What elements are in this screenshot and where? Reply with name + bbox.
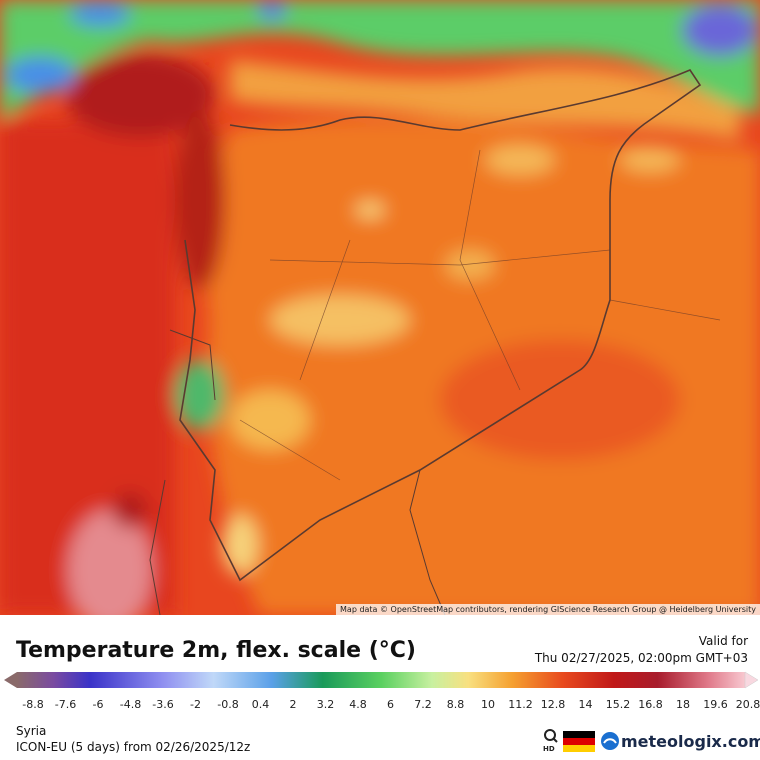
colorbar-tick-label: 11.2 (508, 698, 533, 711)
colorbar-tick-label: 7.2 (414, 698, 432, 711)
colorbar-tick-label: 12.8 (541, 698, 566, 711)
colorbar: -8.8 -7.6 -6 -4.8 -3.6 -2 -0.8 0.4 2 3.2 4.8 6 7.2 8.… (4, 671, 760, 711)
brand-name[interactable]: meteologix.com (621, 732, 760, 751)
legend-title: Temperature 2m, flex. scale (°C) (16, 638, 416, 663)
colorbar-tick-label: 14 (579, 698, 593, 711)
valid-label: Valid for (698, 634, 748, 648)
colorbar-tick-label: 10 (481, 698, 495, 711)
valid-block: Valid for Thu 02/27/2025, 02:00pm GMT+03 (535, 634, 748, 665)
colorbar-tick-label: -2 (190, 698, 201, 711)
colorbar-tick-label: -6 (93, 698, 104, 711)
colorbar-tick-label: -3.6 (152, 698, 173, 711)
attribution: Map data © OpenStreetMap contributors, r… (340, 605, 756, 614)
colorbar-tick-label: 4.8 (349, 698, 367, 711)
model-run: ICON-EU (5 days) from 02/26/2025/12z (16, 740, 251, 754)
map: Map data © OpenStreetMap contributors, r… (0, 0, 760, 615)
colorbar-max-arrow (744, 671, 759, 689)
colorbar-tick-label: 16.8 (638, 698, 663, 711)
colorbar-tick-label: 15.2 (606, 698, 631, 711)
colorbar-tick-label: -0.8 (217, 698, 238, 711)
region: Syria (16, 724, 47, 738)
colorbar-gradient (17, 672, 745, 688)
brand-icon (601, 732, 619, 750)
valid-time: Thu 02/27/2025, 02:00pm GMT+03 (534, 651, 748, 665)
colorbar-tick-label: 18 (676, 698, 690, 711)
colorbar-tick-label: 0.4 (252, 698, 270, 711)
hd-label[interactable]: HD (543, 745, 555, 753)
logo-area: HD meteologix.com (543, 729, 760, 753)
colorbar-tick-label: 20.8 (736, 698, 760, 711)
colorbar-tick-label: 8.8 (447, 698, 465, 711)
colorbar-tick-label: 19.6 (703, 698, 728, 711)
colorbar-min-arrow (4, 672, 17, 688)
colorbar-tick-label: -7.6 (55, 698, 76, 711)
colorbar-tick-label: -8.8 (22, 698, 43, 711)
zoom-icon[interactable] (544, 729, 556, 741)
colorbar-tick-label: 3.2 (317, 698, 335, 711)
colorbar-tick-label: 6 (387, 698, 394, 711)
colorbar-tick-label: -4.8 (120, 698, 141, 711)
colorbar-tick-label: 2 (290, 698, 297, 711)
